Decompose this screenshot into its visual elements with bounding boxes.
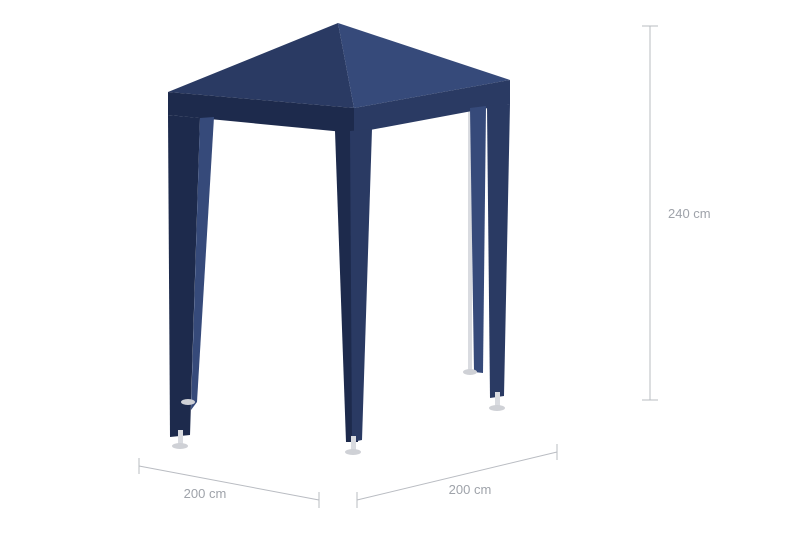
width-dimension: 200 cm — [357, 444, 557, 508]
height-dimension: 240 cm — [642, 26, 711, 400]
drape-front-right — [487, 104, 510, 398]
rear-left-foot — [181, 399, 195, 405]
width-label: 200 cm — [449, 482, 492, 497]
drape-rear-right-peek — [470, 106, 486, 373]
front-mid-pole-tip — [351, 436, 356, 450]
front-right-pole-tip — [495, 392, 500, 406]
depth-dimension: 200 cm — [139, 458, 319, 508]
front-left-pole-tip — [178, 430, 183, 444]
rear-poles — [186, 88, 472, 400]
front-left-foot — [172, 443, 188, 449]
front-poles — [172, 369, 505, 455]
height-label: 240 cm — [668, 206, 711, 221]
front-right-foot — [489, 405, 505, 411]
rear-right-foot — [463, 369, 477, 375]
drape-front-mid-right — [350, 129, 372, 442]
product-dimension-diagram: 200 cm 200 cm 240 cm — [0, 0, 800, 533]
front-mid-foot — [345, 449, 361, 455]
depth-label: 200 cm — [184, 486, 227, 501]
gazebo — [168, 23, 510, 455]
